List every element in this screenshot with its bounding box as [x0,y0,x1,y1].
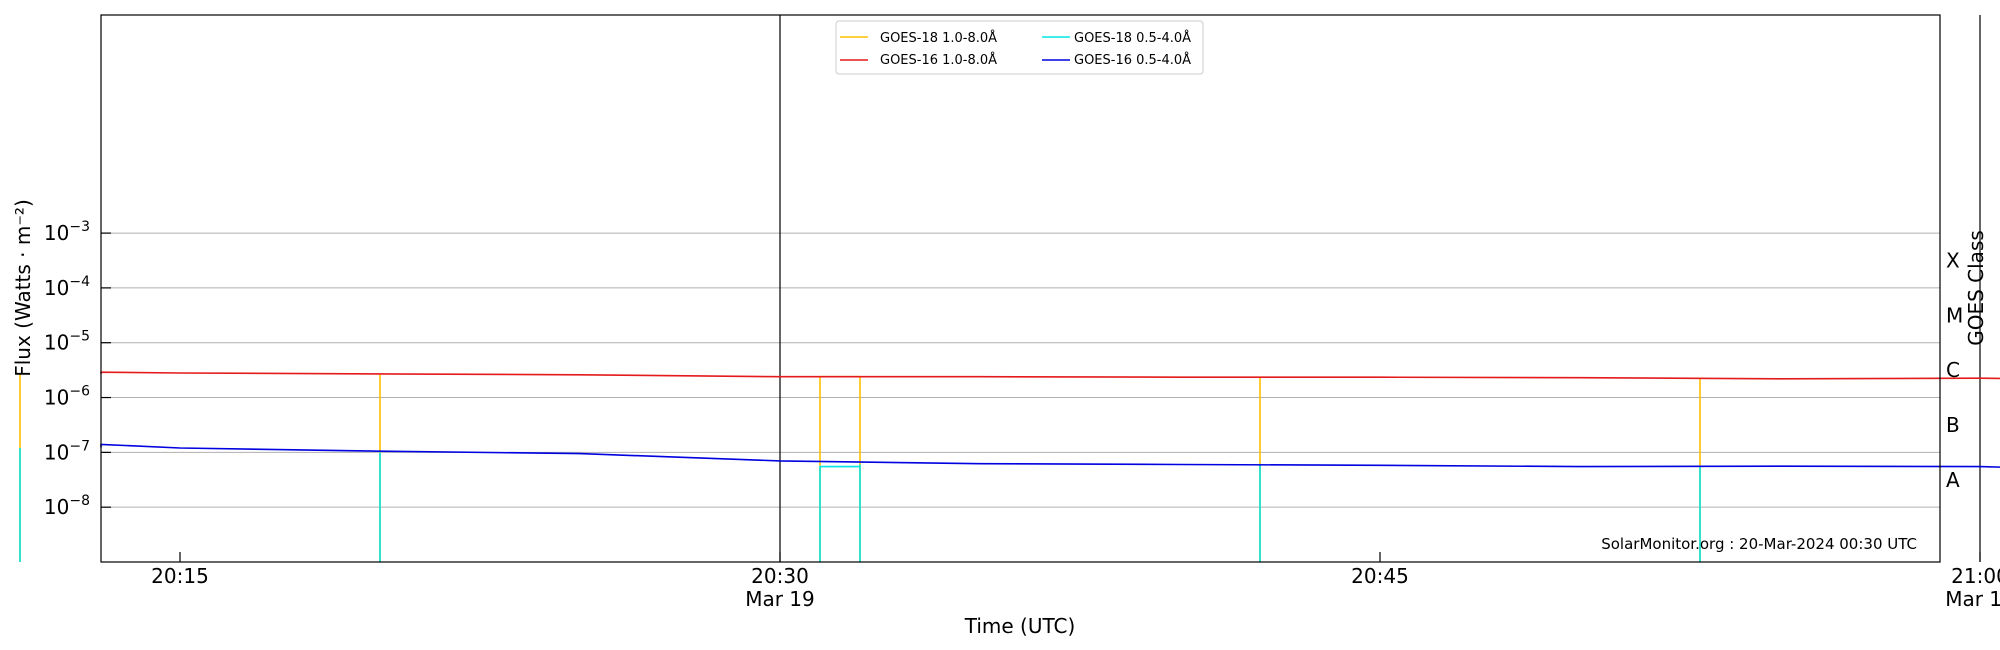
x-tick-label-1: 20:30 [751,564,809,588]
y-axis-title: Flux (Watts · m⁻²) [11,199,35,377]
legend-box [835,20,1204,75]
x-tick-label-0: 20:15 [151,564,209,588]
legend-label-goes18-long: GOES-18 1.0-8.0Å [880,30,997,46]
axis-ticks [101,232,1981,562]
y-axis-right-title: GOES Class [1964,230,1988,346]
goes-class-label-x: X [1946,248,1960,272]
x-axis-title: Time (UTC) [964,614,1076,638]
x-tick-label-3: 21:00 [1951,564,2000,588]
goes-class-label-a: A [1946,468,1960,492]
goes-class-label-b: B [1946,413,1960,437]
day-boundary-lines [779,15,1981,562]
footer-credit: SolarMonitor.org : 20-Mar-2024 00:30 UTC [1601,535,1917,553]
x-tick-sublabel-3: Mar 19 [1945,587,2000,611]
goes-class-label-m: M [1946,303,1963,327]
legend: GOES-18 1.0-8.0Å GOES-18 0.5-4.0Å GOES-1… [835,20,1204,75]
x-tick-sublabel-1: Mar 19 [745,587,815,611]
y-tick-label-0: 10−8 [44,493,90,519]
y-tick-label-5: 10−3 [44,219,90,245]
series-2-line [100,371,2000,380]
x-tick-label-2: 20:45 [1351,564,1409,588]
legend-label-goes16-long: GOES-16 1.0-8.0Å [880,52,997,68]
y-grid-lines [101,232,1940,508]
y-tick-label-1: 10−7 [44,438,90,464]
legend-label-goes16-short: GOES-16 0.5-4.0Å [1074,52,1191,68]
legend-label-goes18-short: GOES-18 0.5-4.0Å [1074,30,1191,46]
y-tick-label-2: 10−6 [44,384,90,410]
series-layer [19,371,2000,562]
y-tick-label-4: 10−4 [44,274,90,300]
y-tick-label-3: 10−5 [44,329,90,355]
series-3-line [100,443,2000,468]
goes-class-label-c: C [1946,358,1960,382]
